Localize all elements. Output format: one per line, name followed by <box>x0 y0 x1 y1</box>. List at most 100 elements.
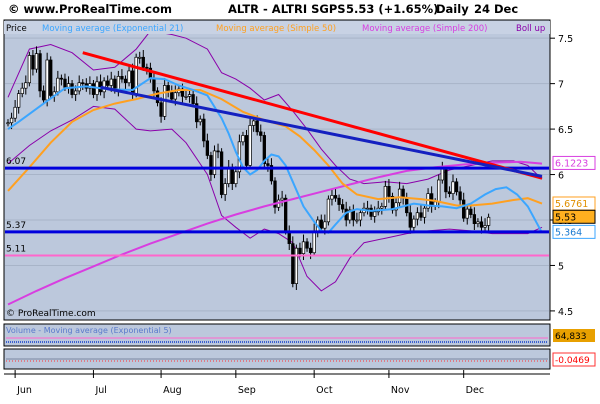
candle-body <box>458 191 462 201</box>
candle-body <box>241 135 245 143</box>
x-tick-label: Dec <box>466 385 484 396</box>
candle-body <box>13 106 17 119</box>
candle-body <box>70 83 74 95</box>
candle-body <box>269 165 274 182</box>
level-label-511: 5.11 <box>6 244 26 254</box>
candle-body <box>447 191 452 194</box>
candles <box>6 46 491 290</box>
legend-ema21[interactable]: Moving average (Exponential 21) <box>42 24 183 34</box>
period: Daily <box>436 2 469 16</box>
x-tick-label: Nov <box>391 385 410 396</box>
x-tick-label: Aug <box>163 385 182 396</box>
candle-body <box>469 208 473 215</box>
candle-body <box>259 131 263 136</box>
value-tag-sma200 <box>552 155 596 170</box>
level-label-537: 5.37 <box>6 221 26 231</box>
value-tag-text-sma50: 5.6761 <box>555 199 588 210</box>
bollinger-upper-line <box>7 30 543 185</box>
sma50-line <box>7 89 543 207</box>
legend-bar <box>4 21 550 34</box>
candle-body <box>63 78 67 88</box>
candle-body <box>9 117 14 124</box>
candle-body <box>319 219 323 229</box>
legend-sma50[interactable]: Moving average (Simple 50) <box>216 24 336 34</box>
trendlines <box>82 51 543 180</box>
watermark: © ProRealTime.com <box>6 309 96 319</box>
value-tag-text-ema21: 5.364 <box>555 227 582 238</box>
candle-body <box>305 241 309 249</box>
oscillator-value: -0.0469 <box>555 356 590 366</box>
candle-body <box>91 83 96 95</box>
x-tick-label: Sep <box>238 385 256 396</box>
candle-body <box>291 243 295 284</box>
candle-body <box>45 59 49 101</box>
candle-body <box>141 56 145 68</box>
candle-body <box>209 155 213 175</box>
candle-body <box>340 204 345 210</box>
candle-body <box>184 96 188 98</box>
candle-body <box>159 102 163 117</box>
value-tag-ema21 <box>552 224 596 239</box>
candle-body <box>216 150 220 153</box>
candle-body <box>166 85 170 92</box>
legend-boll[interactable]: Boll up <box>516 24 545 34</box>
candle-body <box>173 92 177 100</box>
candle-body <box>49 59 53 96</box>
candle-body <box>387 186 391 197</box>
candle-body <box>369 207 373 217</box>
candle-body <box>355 219 359 222</box>
legend-sma200[interactable]: Moving average (Simple 200) <box>362 24 488 34</box>
candle-body <box>198 118 202 123</box>
ema21-line <box>7 77 543 234</box>
horizontal-levels <box>5 166 549 257</box>
moving-averages <box>7 77 543 306</box>
candle-body <box>230 166 234 184</box>
volume-label: Volume - Moving average (Exponential 5) <box>6 326 172 335</box>
candle-body <box>422 207 427 218</box>
candle-body <box>284 197 288 232</box>
candle-body <box>120 76 124 80</box>
candle-body <box>155 90 160 104</box>
level-label-607: 6.07 <box>6 157 26 167</box>
candle-body <box>116 76 121 91</box>
candle-body <box>202 118 206 142</box>
candle-body <box>444 168 448 193</box>
candle-body <box>483 225 487 228</box>
candle-body <box>109 78 113 86</box>
candle-body <box>298 247 302 254</box>
site-name: © www.ProRealTime.com <box>8 2 172 16</box>
volume-value: 64,833 <box>555 332 587 342</box>
value-tags: 6.1223 5.6761 5.53 5.364 <box>552 155 596 239</box>
candle-body <box>255 120 259 133</box>
oscillator-value-tag <box>552 352 596 367</box>
candle-body <box>273 180 277 208</box>
candle-body <box>337 197 341 205</box>
candle-body <box>383 186 388 207</box>
candle-body <box>412 218 416 228</box>
volume-panel <box>3 323 551 347</box>
candle-body <box>465 208 469 219</box>
candle-body <box>266 163 270 166</box>
candle-body <box>24 82 28 89</box>
candle-body <box>472 214 477 224</box>
candle-body <box>59 77 64 80</box>
y-tick-label: 6 <box>558 171 564 182</box>
candle-body <box>248 125 252 166</box>
candle-body <box>106 80 110 86</box>
y-tick-label: 6.5 <box>558 125 573 136</box>
y-tick-label: 5 <box>558 261 564 272</box>
candle-body <box>219 151 224 195</box>
y-axis: 4.555.566.577.5 <box>550 34 573 318</box>
candle-body <box>348 209 352 221</box>
candle-body <box>373 211 377 217</box>
candle-body <box>223 183 227 195</box>
candle-body <box>333 195 338 199</box>
candle-body <box>419 212 423 218</box>
candle-body <box>262 135 266 164</box>
candle-body <box>31 55 35 70</box>
date: 24 Dec <box>474 2 518 16</box>
value-tag-price <box>552 209 596 224</box>
candle-body <box>138 56 142 59</box>
